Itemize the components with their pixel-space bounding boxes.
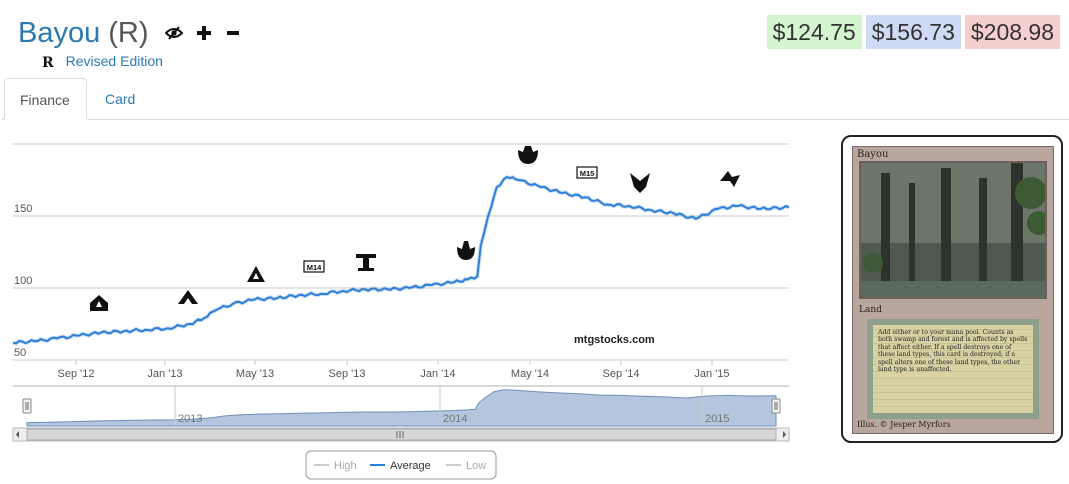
tab-finance[interactable]: Finance	[4, 78, 87, 120]
navigator-right-handle[interactable]	[771, 398, 781, 414]
set-symbol-6-icon[interactable]	[457, 241, 475, 260]
price-chart-svg: 50 100 150 M14 M15 mtgstocks.com Sep '12 Jan…	[12, 143, 790, 480]
scrollbar-thumb[interactable]	[26, 428, 777, 441]
card-image-frame: Bayou Land Add ei	[841, 135, 1063, 443]
legend-label: Low	[466, 460, 486, 472]
legend-label: Average	[390, 460, 431, 472]
swamp-artwork-icon	[861, 163, 1045, 297]
card-image-title: Bayou	[857, 149, 889, 160]
x-tick-label: Sep '14	[603, 368, 640, 380]
chart-legend	[305, 450, 497, 480]
plus-icon[interactable]	[196, 19, 211, 47]
m14-set-icon[interactable]: M14	[303, 260, 325, 273]
card-title-row: Bayou (R)	[18, 14, 239, 52]
average-series-glow	[12, 174, 790, 346]
card-image: Bayou Land Add ei	[852, 146, 1054, 434]
card-illustrator: Illus. © Jesper Myrfors	[857, 420, 951, 429]
mtgstocks-watermark: mtgstocks.com	[574, 334, 655, 346]
x-tick-label: Jan '15	[694, 368, 729, 380]
low-price-badge: $124.75	[766, 15, 862, 49]
average-series-line[interactable]	[12, 175, 790, 345]
legend-label: High	[334, 460, 357, 472]
legend-item-average[interactable]: Average	[370, 460, 431, 472]
tab-bar: Finance Card	[2, 78, 1069, 120]
m15-set-icon[interactable]: M15	[576, 166, 598, 179]
edition-link[interactable]: Revised Edition	[65, 53, 163, 69]
average-price-badge: $156.73	[865, 15, 961, 49]
tab-card[interactable]: Card	[105, 91, 136, 107]
card-rules-text: Add either or to your mana pool. Counts …	[867, 319, 1039, 419]
x-tick-label: Sep '13	[329, 368, 366, 380]
navigator-year-label: 2015	[705, 413, 729, 425]
minus-icon[interactable]	[226, 19, 239, 47]
scroll-left-arrow-icon[interactable]	[16, 431, 19, 438]
card-image-type: Land	[859, 305, 882, 315]
set-symbol-3-icon[interactable]	[247, 266, 265, 282]
card-rarity: (R)	[108, 16, 149, 49]
x-tick-label: Jan '13	[147, 368, 182, 380]
legend-item-low[interactable]: Low	[446, 460, 486, 472]
set-symbol-10-icon[interactable]	[720, 171, 740, 187]
x-tick-label: Sep '12	[58, 368, 95, 380]
card-artwork	[859, 161, 1047, 299]
scroll-right-arrow-icon[interactable]	[783, 431, 786, 438]
high-price-badge: $208.98	[964, 15, 1060, 49]
y-tick-label: 150	[14, 203, 32, 215]
hide-eye-icon[interactable]	[164, 19, 183, 47]
x-tick-label: Jan '14	[420, 368, 455, 380]
navigator-year-label: 2013	[178, 413, 202, 425]
card-name: Bayou	[18, 16, 101, 49]
legend-item-high[interactable]: High	[314, 460, 357, 472]
price-badges: $124.75 $156.73 $208.98	[766, 15, 1060, 49]
set-marker-label: M15	[580, 169, 595, 178]
navigator-year-label: 2014	[443, 413, 467, 425]
x-tick-label: May '13	[236, 368, 274, 380]
edition-set-symbol: R	[42, 55, 54, 71]
set-symbol-9-icon[interactable]	[630, 173, 650, 193]
y-tick-label: 50	[14, 347, 26, 359]
set-symbol-1-icon[interactable]	[90, 295, 108, 311]
x-tick-label: May '14	[511, 368, 549, 380]
set-symbol-2-icon[interactable]	[178, 290, 198, 304]
set-symbol-7-icon[interactable]	[518, 146, 538, 164]
price-chart: 50 100 150 M14 M15 mtgstocks.com Sep '12 Jan…	[0, 128, 800, 484]
edition-row: R Revised Edition	[42, 52, 163, 71]
navigator-series-area	[26, 389, 777, 427]
set-marker-label: M14	[307, 263, 322, 272]
y-tick-label: 100	[14, 275, 32, 287]
navigator-left-handle[interactable]	[22, 398, 32, 414]
set-symbol-5-icon[interactable]	[356, 254, 376, 271]
